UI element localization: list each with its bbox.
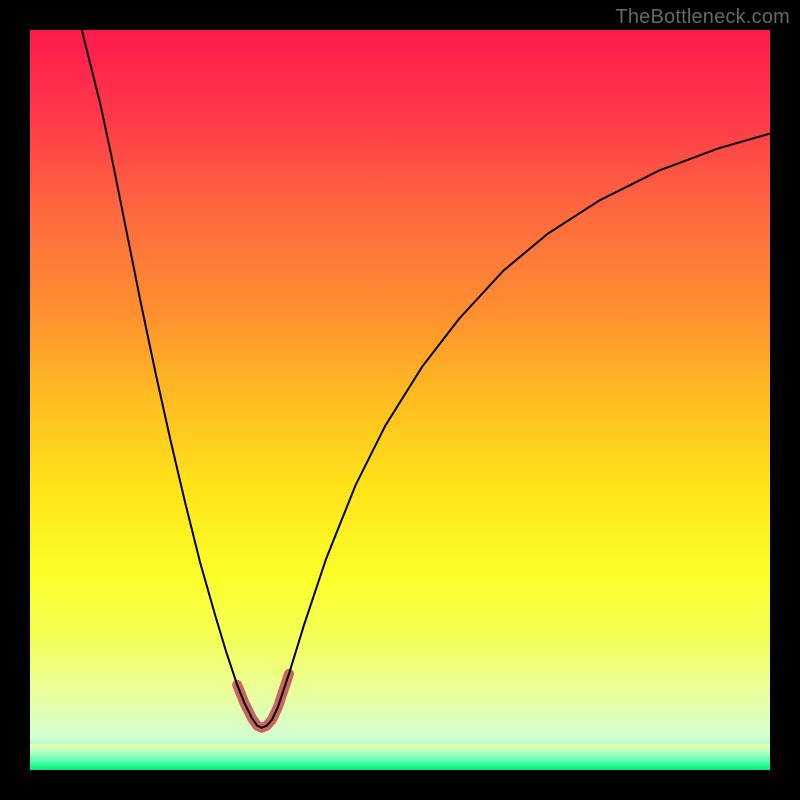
gradient-background [30, 30, 770, 770]
optimal-band [30, 744, 770, 770]
chart-plot-area [30, 30, 770, 770]
watermark-text: TheBottleneck.com [615, 6, 790, 29]
bottleneck-curve-chart [30, 30, 770, 770]
